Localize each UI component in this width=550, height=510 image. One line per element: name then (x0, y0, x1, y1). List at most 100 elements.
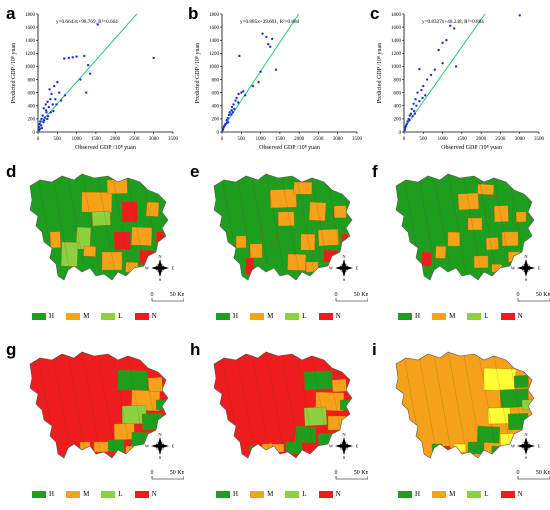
compass-n: N (342, 432, 346, 437)
data-point (40, 118, 42, 120)
x-axis-label: Observed GDP /10⁸ yuan (75, 145, 136, 151)
x-axis-label: Observed GDP /10⁸ yuan (259, 145, 320, 151)
legend-item: M (66, 312, 89, 320)
data-point (153, 57, 155, 59)
compass-s: S (159, 277, 162, 282)
data-point (267, 43, 269, 45)
data-point (238, 55, 240, 57)
data-point (409, 114, 411, 116)
map-patch (262, 227, 277, 246)
map-patch (334, 206, 346, 218)
data-point (39, 120, 41, 122)
map-patch (156, 400, 166, 410)
legend-item: L (467, 490, 488, 498)
x-tick-label: 3500 (352, 137, 363, 142)
x-tick-label: 3000 (515, 137, 526, 142)
fit-equation: y=0.885x+39.691, R²=0.880 (240, 19, 300, 25)
legend-swatch (398, 491, 412, 498)
legend-swatch (467, 313, 481, 320)
legend-label: L (484, 490, 488, 498)
legend-item: L (285, 490, 306, 498)
scale-label: 50 Km (536, 292, 550, 298)
compass-s: S (343, 277, 346, 282)
legend-label: L (302, 490, 306, 498)
x-tick-label: 2000 (294, 137, 305, 142)
x-tick-label: 1500 (91, 137, 102, 142)
legend-item: H (398, 490, 420, 498)
y-tick-label: 600 (394, 91, 402, 96)
scale-zero: 0 (517, 292, 520, 298)
legend-label: L (484, 312, 488, 320)
legend-item: H (216, 490, 238, 498)
map-patch (114, 231, 131, 250)
map-patch (304, 371, 333, 390)
map-region (388, 350, 543, 462)
data-point (63, 57, 65, 59)
scale-zero: 0 (151, 292, 154, 298)
legend-label: M (83, 312, 89, 320)
map-patch (514, 375, 529, 388)
legend-item: N (135, 490, 157, 498)
data-point (225, 119, 227, 121)
map-patch (272, 444, 284, 452)
x-tick-label: 1000 (72, 137, 83, 142)
legend-swatch (398, 313, 412, 320)
x-tick-label: 3500 (534, 137, 545, 142)
map-patch (435, 246, 446, 259)
data-point (455, 65, 457, 67)
compass-w: W (329, 444, 334, 449)
y-tick-label: 1600 (25, 26, 36, 31)
map-patch (332, 379, 347, 392)
map-patch (270, 189, 297, 208)
data-point (79, 78, 81, 80)
map-patch (142, 413, 163, 430)
legend-label: N (518, 490, 523, 498)
map-patch (442, 446, 450, 454)
y-tick-label: 400 (212, 105, 220, 110)
x-tick-label: 2000 (110, 137, 121, 142)
data-point (275, 69, 277, 71)
compass-n: N (158, 432, 162, 437)
data-point (441, 62, 443, 64)
data-point (430, 74, 432, 76)
compass-n: N (342, 254, 346, 259)
data-point (420, 89, 422, 91)
data-point (43, 119, 45, 121)
data-point (414, 112, 416, 114)
map-region (22, 172, 177, 284)
legend-swatch (319, 491, 333, 498)
map-patch (61, 242, 78, 267)
data-point (50, 93, 52, 95)
legend-swatch (216, 313, 230, 320)
legend-swatch (319, 313, 333, 320)
data-point (269, 46, 271, 48)
data-point (85, 91, 87, 93)
compass-e: E (356, 444, 359, 449)
compass-w: W (329, 266, 334, 271)
scale-zero: 0 (151, 470, 154, 476)
legend-label: L (118, 312, 122, 320)
data-point (60, 99, 62, 101)
legend-swatch (285, 491, 299, 498)
compass-s: S (525, 277, 528, 282)
x-tick-label: 2500 (129, 137, 140, 142)
y-tick-label: 600 (212, 91, 220, 96)
y-axis-label: Predicted GDP /10⁸ yuan (195, 43, 201, 103)
legend-swatch (432, 491, 446, 498)
data-point (233, 108, 235, 110)
